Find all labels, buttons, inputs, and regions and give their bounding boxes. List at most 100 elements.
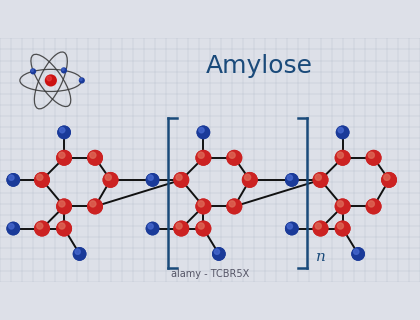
Circle shape bbox=[335, 150, 351, 166]
Circle shape bbox=[244, 174, 251, 180]
Circle shape bbox=[75, 249, 80, 254]
Circle shape bbox=[176, 223, 182, 229]
Circle shape bbox=[366, 150, 381, 166]
Circle shape bbox=[79, 77, 85, 84]
Circle shape bbox=[338, 128, 343, 133]
Circle shape bbox=[212, 247, 226, 261]
Circle shape bbox=[368, 201, 374, 207]
Circle shape bbox=[195, 220, 211, 236]
Circle shape bbox=[337, 201, 344, 207]
Circle shape bbox=[285, 173, 299, 187]
Circle shape bbox=[315, 223, 321, 229]
Circle shape bbox=[173, 220, 189, 236]
Circle shape bbox=[287, 175, 292, 180]
Circle shape bbox=[176, 174, 182, 180]
Circle shape bbox=[57, 125, 71, 139]
Circle shape bbox=[285, 173, 299, 187]
Circle shape bbox=[34, 220, 50, 236]
Circle shape bbox=[56, 198, 72, 214]
Circle shape bbox=[384, 174, 390, 180]
Circle shape bbox=[242, 172, 258, 188]
Circle shape bbox=[315, 174, 321, 180]
Circle shape bbox=[87, 150, 103, 166]
Circle shape bbox=[176, 223, 182, 229]
Circle shape bbox=[335, 220, 351, 236]
Circle shape bbox=[37, 223, 43, 229]
Circle shape bbox=[229, 152, 235, 158]
Circle shape bbox=[37, 174, 43, 180]
Circle shape bbox=[61, 67, 67, 74]
Circle shape bbox=[34, 172, 50, 188]
Circle shape bbox=[59, 223, 65, 229]
Circle shape bbox=[229, 152, 235, 158]
Circle shape bbox=[199, 128, 204, 133]
Circle shape bbox=[87, 198, 103, 214]
Circle shape bbox=[6, 222, 20, 236]
Circle shape bbox=[30, 68, 36, 75]
Circle shape bbox=[56, 220, 72, 236]
Circle shape bbox=[90, 201, 96, 207]
Circle shape bbox=[6, 173, 20, 187]
Circle shape bbox=[381, 172, 397, 188]
Circle shape bbox=[197, 125, 210, 139]
Circle shape bbox=[198, 152, 204, 158]
Circle shape bbox=[198, 223, 204, 229]
Circle shape bbox=[146, 173, 159, 187]
Circle shape bbox=[90, 152, 96, 158]
Circle shape bbox=[37, 223, 43, 229]
Circle shape bbox=[285, 222, 299, 236]
Circle shape bbox=[9, 175, 14, 180]
Circle shape bbox=[335, 220, 351, 236]
Circle shape bbox=[148, 224, 153, 229]
Circle shape bbox=[226, 150, 242, 166]
Circle shape bbox=[34, 172, 50, 188]
Circle shape bbox=[45, 74, 57, 86]
Circle shape bbox=[6, 222, 20, 236]
Circle shape bbox=[6, 173, 20, 187]
Circle shape bbox=[354, 249, 359, 254]
Circle shape bbox=[312, 172, 328, 188]
Text: n: n bbox=[316, 250, 326, 264]
Circle shape bbox=[337, 223, 344, 229]
Circle shape bbox=[34, 220, 50, 236]
Circle shape bbox=[195, 198, 211, 214]
Circle shape bbox=[198, 152, 204, 158]
Circle shape bbox=[312, 172, 328, 188]
Circle shape bbox=[62, 68, 64, 71]
Circle shape bbox=[287, 175, 292, 180]
Circle shape bbox=[337, 201, 344, 207]
Circle shape bbox=[229, 201, 235, 207]
Circle shape bbox=[335, 198, 351, 214]
Circle shape bbox=[195, 220, 211, 236]
Circle shape bbox=[335, 150, 351, 166]
Circle shape bbox=[195, 150, 211, 166]
Circle shape bbox=[176, 174, 182, 180]
Circle shape bbox=[287, 224, 292, 229]
Circle shape bbox=[56, 150, 72, 166]
Circle shape bbox=[102, 172, 118, 188]
Circle shape bbox=[173, 172, 189, 188]
Circle shape bbox=[90, 201, 96, 207]
Text: alamy - TCBR5X: alamy - TCBR5X bbox=[171, 269, 249, 279]
Circle shape bbox=[59, 152, 65, 158]
Circle shape bbox=[368, 201, 374, 207]
Circle shape bbox=[287, 224, 292, 229]
Circle shape bbox=[242, 172, 258, 188]
Circle shape bbox=[337, 152, 344, 158]
Circle shape bbox=[80, 78, 82, 81]
Circle shape bbox=[37, 174, 43, 180]
Circle shape bbox=[31, 69, 34, 72]
Circle shape bbox=[59, 152, 65, 158]
Circle shape bbox=[368, 152, 374, 158]
Circle shape bbox=[244, 174, 251, 180]
Circle shape bbox=[90, 152, 96, 158]
Circle shape bbox=[198, 223, 204, 229]
Circle shape bbox=[195, 150, 211, 166]
Circle shape bbox=[198, 201, 204, 207]
Circle shape bbox=[336, 125, 349, 139]
Circle shape bbox=[146, 173, 159, 187]
Circle shape bbox=[73, 247, 87, 261]
Circle shape bbox=[60, 128, 65, 133]
Circle shape bbox=[148, 175, 153, 180]
Circle shape bbox=[105, 174, 111, 180]
